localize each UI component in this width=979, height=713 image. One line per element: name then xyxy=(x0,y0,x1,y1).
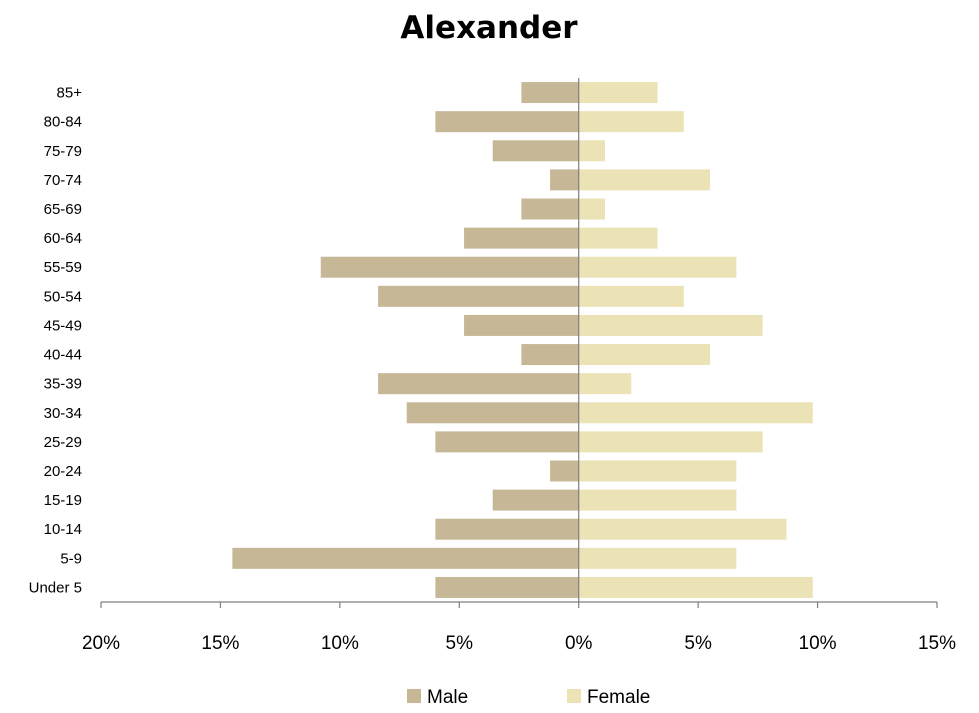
bar-female-under-5 xyxy=(578,576,813,598)
bar-male-25-29 xyxy=(435,431,579,453)
bar-female-80-84 xyxy=(578,111,684,133)
x-tick-label: 5% xyxy=(684,633,712,654)
bar-male-65-69 xyxy=(521,198,579,220)
category-label: 15-19 xyxy=(44,492,82,509)
bar-female-85plus xyxy=(578,82,658,104)
bar-male-75-79 xyxy=(492,140,579,162)
legend-swatch-female xyxy=(567,689,581,703)
category-label: 50-54 xyxy=(44,288,82,305)
category-label: 65-69 xyxy=(44,201,82,218)
bar-female-35-39 xyxy=(578,373,632,395)
bar-male-40-44 xyxy=(521,344,579,366)
bar-female-20-24 xyxy=(578,460,737,482)
bar-female-10-14 xyxy=(578,518,787,540)
category-label: 10-14 xyxy=(44,521,82,538)
category-label: 45-49 xyxy=(44,317,82,334)
bar-male-80-84 xyxy=(435,111,579,133)
x-tick-label: 10% xyxy=(799,633,837,654)
bar-male-20-24 xyxy=(550,460,579,482)
bar-female-5-9 xyxy=(578,547,737,569)
bar-female-50-54 xyxy=(578,285,684,307)
category-label: 30-34 xyxy=(44,405,82,422)
bar-male-5-9 xyxy=(232,547,579,569)
bar-male-85plus xyxy=(521,82,579,104)
bar-male-15-19 xyxy=(492,489,579,511)
legend-swatch-male xyxy=(407,689,421,703)
axis-layer xyxy=(100,78,938,608)
bar-male-70-74 xyxy=(550,169,579,191)
x-tick-label: 10% xyxy=(321,633,359,654)
bar-male-30-34 xyxy=(406,402,579,424)
bar-female-45-49 xyxy=(578,314,763,336)
bar-female-40-44 xyxy=(578,344,711,366)
x-tick-labels: 20% 15% 10% 5% 0% 5% 10% 15% xyxy=(82,633,956,654)
category-label: 60-64 xyxy=(44,230,82,247)
bar-male-10-14 xyxy=(435,518,579,540)
bar-female-55-59 xyxy=(578,256,737,278)
category-label: 85+ xyxy=(57,85,83,102)
legend-label-male: Male xyxy=(427,687,468,708)
category-label: 5-9 xyxy=(60,550,82,567)
bar-female-70-74 xyxy=(578,169,711,191)
chart-title: Alexander xyxy=(400,10,578,46)
legend-label-female: Female xyxy=(587,687,650,708)
bar-male-under-5 xyxy=(435,576,579,598)
bar-male-55-59 xyxy=(320,256,579,278)
bar-male-60-64 xyxy=(464,227,579,249)
category-label: 20-24 xyxy=(44,463,82,480)
x-tick-label: 5% xyxy=(446,633,474,654)
category-label: 75-79 xyxy=(44,143,82,160)
category-label: 55-59 xyxy=(44,259,82,276)
bars-layer xyxy=(232,82,813,598)
bar-female-65-69 xyxy=(578,198,605,220)
x-tick-label: 15% xyxy=(201,633,239,654)
bar-female-25-29 xyxy=(578,431,763,453)
bar-female-15-19 xyxy=(578,489,737,511)
bar-male-45-49 xyxy=(464,314,579,336)
x-tick-label: 15% xyxy=(918,633,956,654)
category-labels: 85+ 80-84 75-79 70-74 65-69 60-64 55-59 50-54 45… xyxy=(29,85,83,597)
bar-male-35-39 xyxy=(378,373,579,395)
bar-female-60-64 xyxy=(578,227,658,249)
category-label: 70-74 xyxy=(44,172,82,189)
category-label: 25-29 xyxy=(44,434,82,451)
x-tick-label: 0% xyxy=(565,633,593,654)
bar-male-50-54 xyxy=(378,285,579,307)
bar-female-75-79 xyxy=(578,140,605,162)
x-tick-label: 20% xyxy=(82,633,120,654)
legend: Male Female xyxy=(407,687,650,708)
category-label: Under 5 xyxy=(29,579,82,596)
bar-female-30-34 xyxy=(578,402,813,424)
category-label: 35-39 xyxy=(44,376,82,393)
category-label: 80-84 xyxy=(44,114,82,131)
category-label: 40-44 xyxy=(44,347,82,364)
